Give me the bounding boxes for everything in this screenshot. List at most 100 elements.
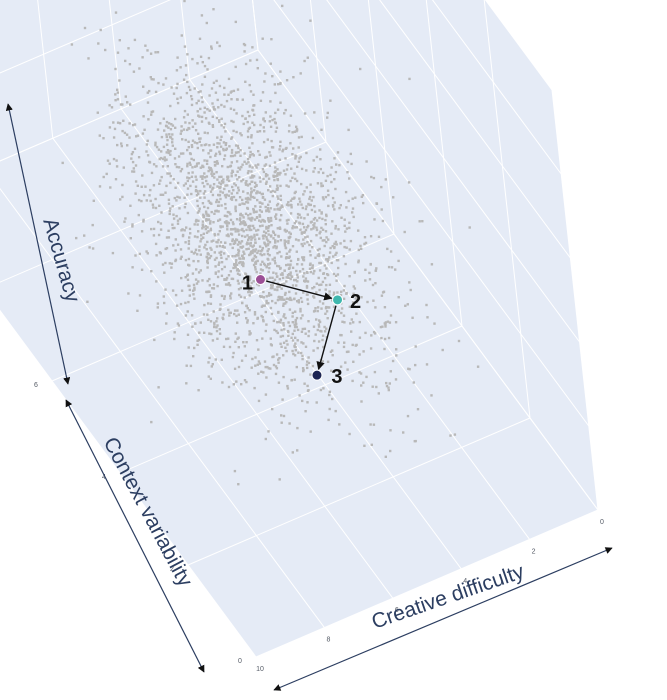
cloud-point: [389, 250, 393, 253]
cloud-point: [163, 156, 166, 159]
cloud-point: [357, 248, 360, 252]
cloud-point: [219, 138, 222, 142]
cloud-point: [125, 133, 129, 136]
cloud-point: [246, 171, 250, 175]
cloud-point: [221, 165, 224, 168]
cloud-point: [243, 252, 246, 255]
cloud-point: [282, 315, 285, 318]
cloud-point: [158, 204, 161, 207]
cloud-point: [171, 124, 175, 127]
cloud-point: [259, 263, 262, 266]
cloud-point: [203, 75, 207, 78]
cloud-point: [311, 364, 315, 368]
cloud-point: [130, 152, 134, 156]
cloud-point: [344, 230, 347, 233]
cloud-point: [118, 122, 122, 125]
cloud-point: [319, 261, 323, 265]
cloud-point: [225, 222, 228, 225]
cloud-point: [258, 209, 262, 212]
cloud-point: [291, 266, 295, 269]
cloud-point: [333, 246, 336, 250]
cloud-point: [224, 142, 228, 145]
cloud-point: [188, 236, 191, 239]
cloud-point: [257, 228, 260, 232]
cloud-point: [149, 76, 152, 79]
cloud-point: [187, 140, 190, 143]
cloud-point: [381, 291, 385, 294]
cloud-point: [237, 248, 240, 252]
cloud-point: [194, 188, 198, 192]
cloud-point: [200, 14, 204, 17]
cloud-point: [394, 321, 398, 324]
cloud-point: [128, 122, 131, 125]
cloud-point: [234, 151, 238, 154]
cloud-point: [217, 204, 220, 207]
cloud-point: [253, 123, 256, 127]
cloud-point: [329, 173, 332, 177]
cloud-point: [325, 236, 328, 239]
cloud-point: [293, 344, 296, 348]
cloud-point: [340, 307, 344, 310]
cloud-point: [265, 227, 268, 230]
cloud-point: [262, 170, 266, 174]
cloud-point: [162, 83, 165, 86]
cloud-point: [264, 310, 267, 314]
cloud-point: [313, 225, 316, 228]
gridline-z-right: [273, 0, 590, 427]
z-axis-line: [5, 103, 71, 385]
cloud-point: [242, 262, 245, 265]
cloud-point: [137, 213, 140, 217]
cloud-point: [335, 279, 338, 282]
cloud-point: [345, 206, 348, 209]
cloud-point: [323, 239, 326, 242]
cloud-point: [249, 153, 252, 157]
cloud-point: [216, 41, 219, 44]
cloud-point: [141, 132, 145, 135]
highlight-label-2: 2: [350, 291, 361, 313]
cloud-point: [234, 227, 237, 230]
cloud-point: [350, 162, 353, 166]
cloud-point: [162, 145, 166, 149]
cloud-point: [190, 95, 193, 98]
cloud-point: [273, 190, 277, 193]
cloud-point: [220, 103, 223, 107]
cloud-point: [226, 210, 230, 214]
cloud-point: [364, 241, 368, 245]
cloud-point: [209, 167, 212, 170]
cloud-point: [295, 250, 298, 253]
cloud-point: [310, 199, 313, 202]
cloud-point: [286, 343, 289, 346]
cloud-point: [235, 380, 238, 383]
cloud-point: [124, 59, 127, 63]
cloud-point: [298, 197, 301, 200]
cloud-point: [425, 363, 429, 366]
cloud-point: [193, 297, 196, 300]
cloud-point: [227, 233, 230, 236]
cloud-point: [204, 117, 208, 120]
cloud-point: [209, 185, 212, 189]
cloud-point: [123, 131, 127, 135]
cloud-point: [222, 178, 225, 181]
gridline-x-floor: [52, 137, 394, 599]
cloud-point: [226, 224, 229, 227]
x-tick-label: 0: [600, 519, 604, 526]
cloud-point: [384, 323, 387, 326]
cloud-point: [278, 148, 281, 151]
cloud-point: [230, 136, 234, 139]
cloud-point: [229, 297, 232, 300]
cloud-point: [258, 130, 262, 133]
cloud-point: [363, 444, 366, 447]
cloud-point: [272, 280, 275, 283]
cloud-point: [343, 218, 346, 221]
cloud-point: [198, 37, 202, 40]
cloud-point: [315, 155, 319, 159]
cloud-point: [302, 275, 305, 278]
cloud-point: [242, 230, 245, 233]
cloud-point: [198, 115, 201, 118]
cloud-point: [231, 355, 235, 359]
cloud-point: [312, 224, 315, 227]
cloud-point: [133, 38, 137, 42]
cloud-point: [192, 259, 195, 263]
cloud-point: [196, 146, 199, 150]
cloud-point: [146, 49, 149, 52]
